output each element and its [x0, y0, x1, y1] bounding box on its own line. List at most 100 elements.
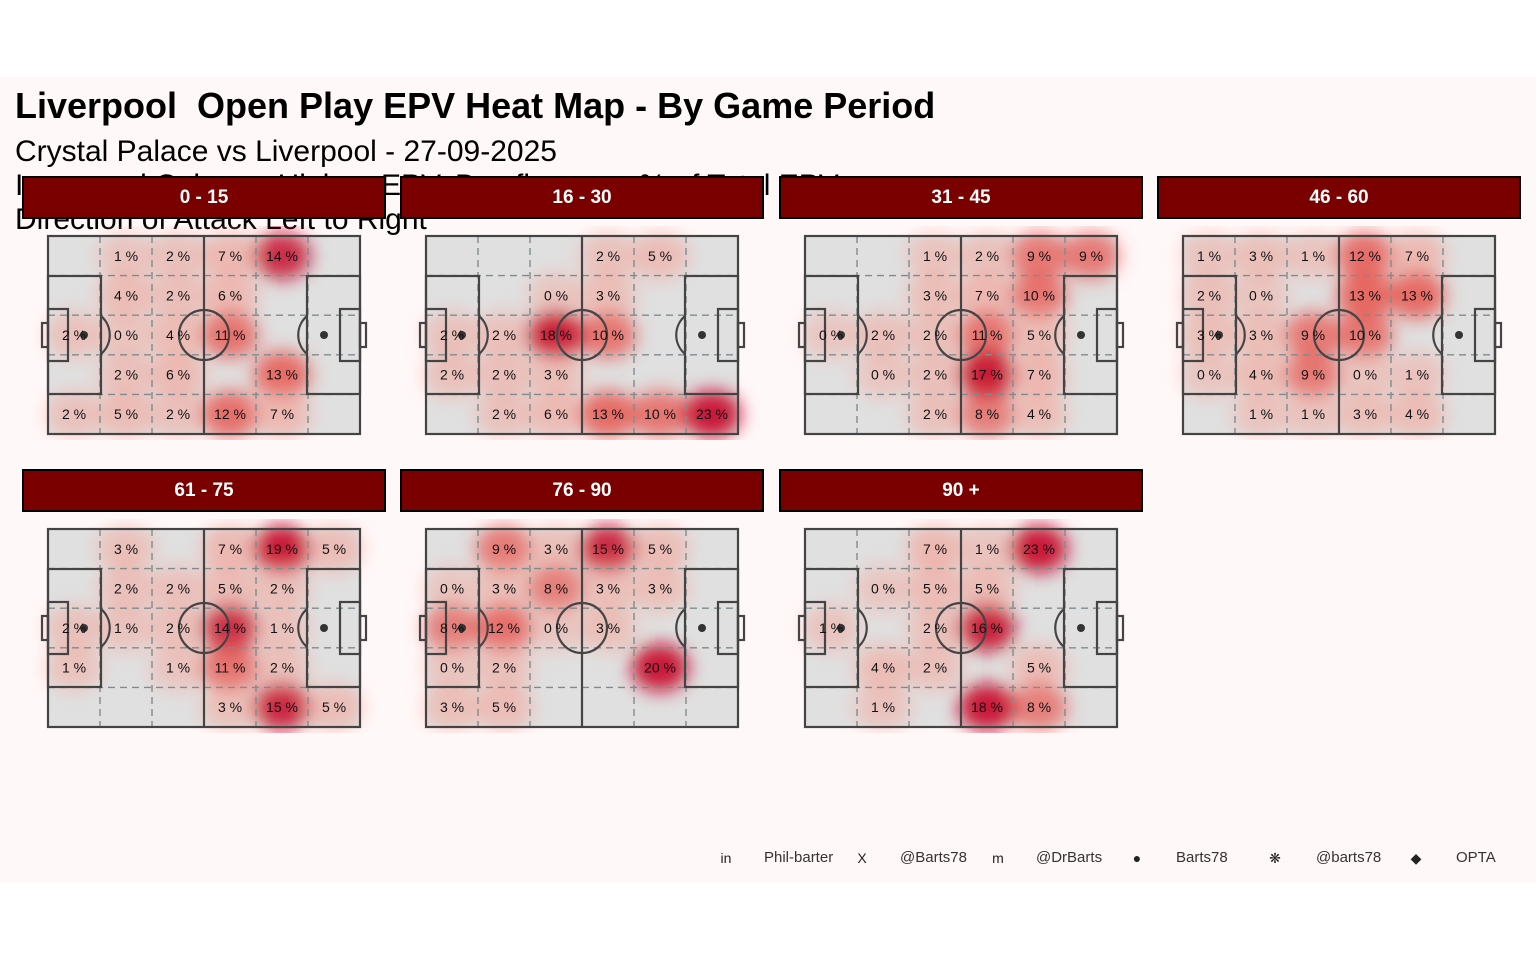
heat-blob: [527, 564, 585, 613]
zone-percent-label: 10 %: [1349, 327, 1381, 343]
zone-percent-label: 3 %: [1353, 406, 1377, 422]
pitch-markings: [40, 527, 368, 729]
pitch-markings: [418, 527, 746, 729]
left-penalty-spot: [837, 331, 845, 339]
zone-percent-label: 2 %: [62, 327, 86, 343]
zone-percent-label: 4 %: [871, 660, 895, 676]
heat-layer: [45, 525, 363, 731]
period-panel: 16 - 30 2 % 5 % 0 % 3 % 2 % 2 % 18 % 10 % 2 % 2 % 3…: [400, 176, 764, 438]
heat-blob: [201, 643, 259, 692]
zone-percent-label: 1 %: [1249, 406, 1273, 422]
heat-blob: [45, 604, 103, 652]
heat-blob: [305, 683, 363, 731]
zone-percent-label: 13 %: [1401, 287, 1433, 303]
pitch-markings: [1175, 234, 1503, 436]
zone-percent-label: 8 %: [544, 580, 568, 596]
heat-blob: [253, 350, 311, 399]
right-goal: [736, 614, 746, 642]
zone-percent-label: 2 %: [923, 367, 947, 383]
zone-percent-label: 0 %: [1353, 367, 1377, 383]
right-penalty-arc: [1054, 608, 1065, 648]
zone-percent-label: 1 %: [114, 248, 138, 264]
heat-blob: [423, 350, 481, 399]
github-icon: ●: [1132, 850, 1142, 866]
heat-blob: [958, 271, 1016, 320]
zone-percent-label: 5 %: [322, 541, 346, 557]
zone-percent-label: 11 %: [215, 660, 246, 676]
zone-percent-label: 0 %: [1197, 367, 1221, 383]
heat-blob: [475, 350, 533, 399]
heat-blob: [253, 604, 311, 652]
x-icon: X: [857, 850, 867, 866]
heat-blob: [1010, 683, 1068, 731]
heat-blob: [683, 390, 741, 438]
left-penalty-arc: [478, 315, 489, 355]
zone-percent-label: 7 %: [1027, 367, 1051, 383]
heat-blob: [958, 683, 1016, 731]
left-penalty-arc: [478, 608, 489, 648]
zone-percent-label: 19 %: [266, 541, 298, 557]
heat-blob: [45, 390, 103, 438]
period-panel: 46 - 60 1 % 3 % 1 % 12 % 7 % 2 % 0 % 13 % 13 % 3 %…: [1157, 176, 1521, 438]
zone-percent-label: 18 %: [971, 699, 1003, 715]
zone-percent-label: 9 %: [492, 541, 516, 557]
heat-blob: [1180, 232, 1238, 280]
pitch-heatmap: 2 % 5 % 0 % 3 % 2 % 2 % 18 % 10 % 2 % 2 % 3 % 2 % 6 …: [418, 232, 746, 438]
zone-percent-label: 2 %: [923, 660, 947, 676]
heat-blob: [149, 390, 207, 438]
footer-x: @Barts78: [900, 849, 967, 866]
zone-percent-label: 2 %: [492, 406, 516, 422]
left-goal: [797, 614, 807, 642]
heat-blob: [423, 643, 481, 692]
heat-blob: [475, 683, 533, 731]
zone-percent-label: 1 %: [1405, 367, 1429, 383]
heat-blob: [475, 604, 533, 652]
zone-percent-label: 2 %: [114, 367, 138, 383]
zone-percent-label: 1 %: [62, 660, 86, 676]
heat-blob: [579, 525, 637, 573]
zone-percent-label: 4 %: [114, 287, 138, 303]
heat-blob: [423, 564, 481, 613]
zone-percent-label: 7 %: [218, 541, 242, 557]
heat-blob: [1388, 350, 1446, 399]
right-penalty-spot: [320, 624, 328, 632]
centre-circle: [177, 601, 231, 655]
heat-blob: [631, 525, 689, 573]
zone-percent-label: 3 %: [440, 699, 464, 715]
heat-blob: [475, 564, 533, 613]
heat-blob: [1284, 232, 1342, 280]
heat-blob: [1010, 311, 1068, 359]
mastodon-icon: m: [992, 850, 1004, 866]
zone-percent-label: 2 %: [923, 327, 947, 343]
heat-blob: [631, 564, 689, 613]
right-goal: [1115, 614, 1125, 642]
heat-blob: [1180, 350, 1238, 399]
heat-blob: [958, 390, 1016, 438]
heat-blob: [305, 525, 363, 573]
zone-percent-label: 7 %: [923, 541, 947, 557]
right-penalty-spot: [698, 624, 706, 632]
zone-percent-label: 8 %: [440, 620, 464, 636]
zone-percent-label: 3 %: [1249, 327, 1273, 343]
heat-blob: [854, 683, 912, 731]
centre-circle: [555, 308, 609, 362]
heat-blob: [475, 643, 533, 692]
heat-blob: [1336, 271, 1394, 320]
zone-percent-label: 3 %: [218, 699, 242, 715]
heat-blob: [149, 564, 207, 613]
left-goal: [40, 321, 50, 349]
zone-percent-label: 2 %: [270, 580, 294, 596]
zone-percent-label: 2 %: [923, 406, 947, 422]
heat-blob: [1336, 390, 1394, 438]
zone-percent-label: 8 %: [975, 406, 999, 422]
zone-percent-label: 0 %: [544, 287, 568, 303]
heat-blob: [854, 643, 912, 692]
heat-layer: [802, 232, 1120, 438]
left-penalty-arc: [1235, 315, 1246, 355]
right-goal: [358, 321, 368, 349]
zone-percent-label: 2 %: [440, 367, 464, 383]
zone-percent-label: 1 %: [114, 620, 138, 636]
zone-percent-label: 3 %: [544, 541, 568, 557]
pitch-heatmap: 9 % 3 % 15 % 5 % 0 % 3 % 8 % 3 % 3 % 8 % 12 % 0 % 3 …: [418, 525, 746, 731]
heat-blob: [631, 232, 689, 280]
